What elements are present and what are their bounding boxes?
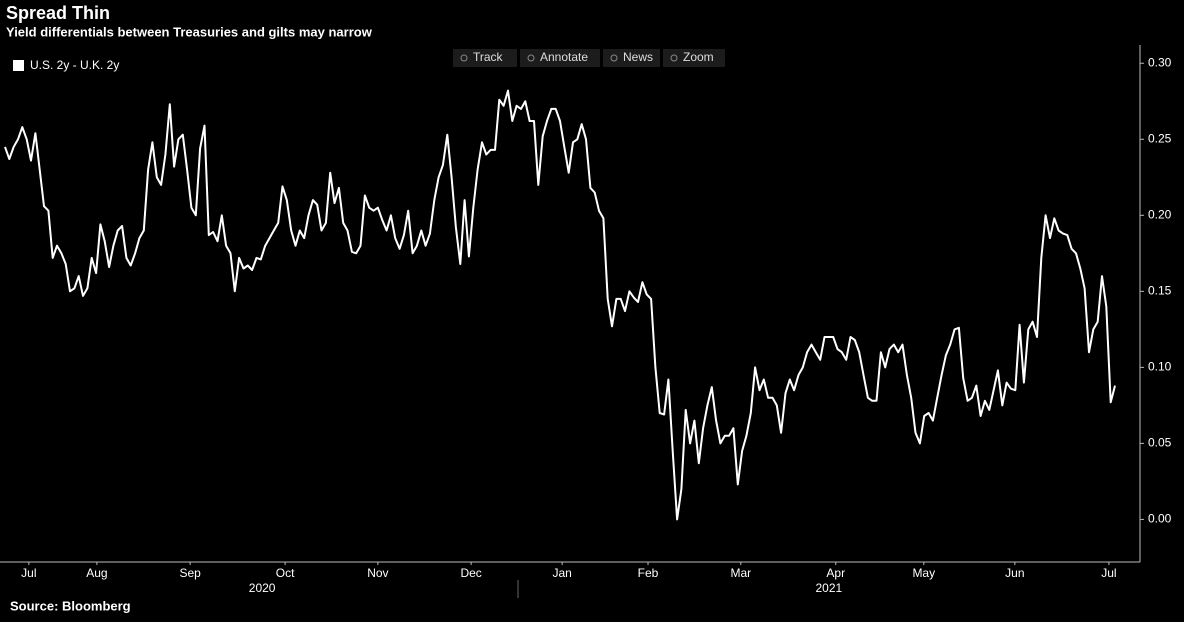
toolbar-label: Annotate (540, 50, 588, 64)
x-group-label: 2020 (249, 581, 276, 595)
y-tick-label: 0.05 (1148, 436, 1172, 450)
toolbar-label: News (623, 50, 653, 64)
legend-label: U.S. 2y - U.K. 2y (30, 58, 119, 72)
legend-swatch (13, 60, 24, 71)
y-tick-label: 0.00 (1148, 512, 1172, 526)
toolbar-button-bg (453, 49, 517, 67)
x-tick-label: Apr (826, 566, 845, 580)
x-tick-label: Nov (367, 566, 388, 580)
x-tick-label: Jul (1101, 566, 1116, 580)
toolbar-button-bg (603, 49, 660, 67)
y-tick-label: 0.30 (1148, 55, 1172, 69)
x-tick-label: May (912, 566, 935, 580)
y-tick-label: 0.20 (1148, 207, 1172, 221)
toolbar-button[interactable]: Track (453, 49, 517, 67)
x-tick-label: Aug (86, 566, 107, 580)
y-tick-label: 0.15 (1148, 284, 1172, 298)
toolbar-icon (610, 54, 618, 62)
toolbar-icon (460, 54, 468, 62)
series-line (4, 89, 1116, 521)
x-tick-label: Jul (21, 566, 36, 580)
x-tick-label: Feb (638, 566, 659, 580)
toolbar-button[interactable]: Annotate (520, 49, 600, 67)
x-tick-label: Mar (730, 566, 751, 580)
toolbar-button[interactable]: News (603, 49, 660, 67)
toolbar-button-bg (520, 49, 600, 67)
x-tick-label: Oct (276, 566, 295, 580)
toolbar-button-bg (663, 49, 725, 67)
toolbar-icon (527, 54, 535, 62)
x-group-label: 2021 (815, 581, 842, 595)
toolbar-label: Track (473, 50, 504, 64)
source: Source: Bloomberg (10, 598, 131, 613)
x-tick-label: Jan (552, 566, 571, 580)
y-tick-label: 0.10 (1148, 360, 1172, 374)
x-tick-label: Dec (460, 566, 481, 580)
toolbar-label: Zoom (683, 50, 714, 64)
toolbar-button[interactable]: Zoom (663, 49, 725, 67)
chart-title: Spread Thin (6, 3, 110, 23)
chart-subtitle: Yield differentials between Treasuries a… (6, 24, 373, 39)
x-tick-label: Sep (179, 566, 201, 580)
y-tick-label: 0.25 (1148, 131, 1172, 145)
x-tick-label: Jun (1005, 566, 1024, 580)
toolbar-icon (670, 54, 678, 62)
